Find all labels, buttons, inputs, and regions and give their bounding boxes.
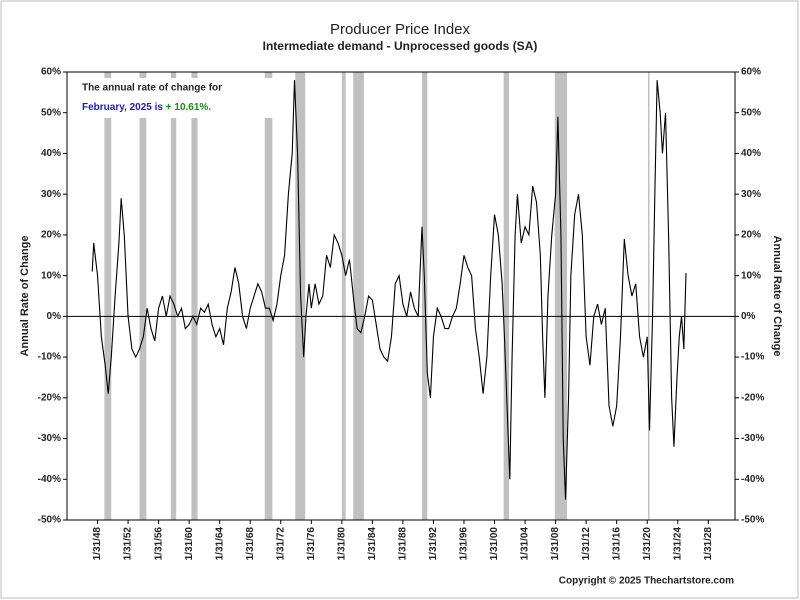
- y2-tick-label: 0%: [741, 311, 756, 322]
- x-tick-label: 1/31/84: [367, 527, 378, 561]
- x-tick-label: 1/31/96: [459, 527, 470, 561]
- chart-title: Producer Price Index: [330, 21, 471, 38]
- y-tick-label: -30%: [38, 433, 61, 444]
- annotation-value: + 10.61%.: [166, 102, 212, 113]
- y2-tick-label: -30%: [741, 433, 764, 444]
- recession-band: [554, 72, 568, 520]
- x-tick-label: 1/31/52: [123, 527, 134, 561]
- annotation-box: [78, 78, 274, 118]
- recession-band: [191, 72, 198, 520]
- y-tick-label: 30%: [41, 189, 61, 200]
- y2-tick-label: 40%: [741, 148, 761, 159]
- annotation-line: The annual rate of change for: [82, 83, 222, 94]
- y2-tick-label: 30%: [741, 189, 761, 200]
- y-tick-label: 20%: [41, 230, 61, 241]
- y-axis-label: Annual Rate of Change: [19, 235, 31, 356]
- recession-band: [104, 72, 112, 520]
- x-tick-label: 1/31/20: [642, 527, 653, 561]
- recession-band: [139, 72, 147, 520]
- x-tick-label: 1/31/92: [428, 527, 439, 561]
- y-tick-label: -10%: [38, 352, 61, 363]
- copyright: Copyright © 2025 Thechartstore.com: [559, 576, 734, 587]
- recession-band: [341, 72, 346, 520]
- x-tick-label: 1/31/04: [520, 527, 531, 561]
- y-tick-label: -20%: [38, 392, 61, 403]
- y2-tick-label: -20%: [741, 392, 764, 403]
- y-tick-label: -50%: [38, 515, 61, 526]
- y2-tick-label: -40%: [741, 474, 764, 485]
- y-tick-label: -40%: [38, 474, 61, 485]
- x-tick-label: 1/31/56: [153, 527, 164, 561]
- recession-band: [353, 72, 364, 520]
- x-tick-label: 1/31/00: [489, 527, 500, 561]
- y-tick-label: 50%: [41, 107, 61, 118]
- recession-band: [264, 72, 273, 520]
- x-tick-label: 1/31/76: [306, 527, 317, 561]
- y2-tick-label: 50%: [741, 107, 761, 118]
- x-tick-label: 1/31/12: [581, 527, 592, 561]
- y2-tick-label: 20%: [741, 230, 761, 241]
- x-tick-label: 1/31/16: [611, 527, 622, 561]
- y-tick-label: 40%: [41, 148, 61, 159]
- y2-tick-label: 10%: [741, 270, 761, 281]
- x-tick-label: 1/31/88: [398, 527, 409, 561]
- chart-subtitle: Intermediate demand - Unprocessed goods …: [263, 39, 538, 53]
- annotation-text: February, 2025 is: [82, 102, 163, 113]
- x-tick-label: 1/31/64: [214, 527, 225, 561]
- x-tick-label: 1/31/48: [92, 527, 103, 561]
- x-tick-label: 1/31/28: [703, 527, 714, 561]
- recession-band: [170, 72, 177, 520]
- x-tick-label: 1/31/24: [672, 527, 683, 561]
- x-tick-label: 1/31/08: [550, 527, 561, 561]
- data-line: [91, 80, 687, 500]
- plot-area: [66, 71, 736, 521]
- y2-tick-label: -50%: [741, 515, 764, 526]
- x-tick-label: 1/31/60: [184, 527, 195, 561]
- recession-band: [503, 72, 510, 520]
- y-tick-label: 60%: [41, 67, 61, 78]
- x-tick-label: 1/31/80: [336, 527, 347, 561]
- x-tick-label: 1/31/72: [275, 527, 286, 561]
- recession-band: [647, 72, 650, 520]
- y-tick-label: 0%: [47, 311, 62, 322]
- y2-tick-label: 60%: [741, 67, 761, 78]
- y-tick-label: 10%: [41, 270, 61, 281]
- y2-axis-label: Annual Rate of Change: [771, 235, 783, 356]
- x-tick-label: 1/31/68: [245, 527, 256, 561]
- y2-tick-label: -10%: [741, 352, 764, 363]
- annotation-line: February, 2025 is + 10.61%.: [82, 102, 211, 113]
